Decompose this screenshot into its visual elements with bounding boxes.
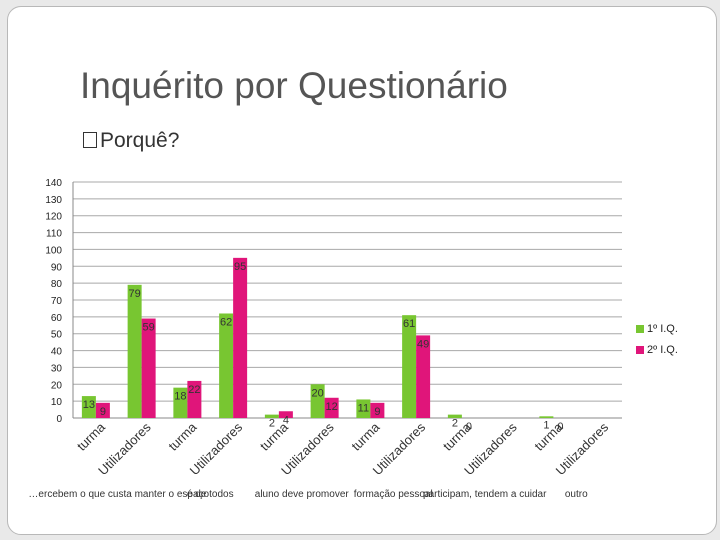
bar-1-1: [127, 284, 142, 418]
legend-swatch-series-1: [636, 324, 644, 333]
legend-swatch-series-2: [636, 345, 644, 354]
x-group-label: participam, tendem a cuidar: [423, 489, 547, 500]
bar-2-7: [416, 335, 431, 418]
data-label-1-10: 1: [543, 419, 549, 431]
y-tick-label: 10: [51, 397, 63, 408]
bar-1-3: [219, 313, 234, 418]
legend-item-series-2: 2º I.Q.: [636, 339, 678, 360]
y-tick-label: 50: [51, 330, 63, 341]
legend-label-series-1: 1º I.Q.: [647, 322, 678, 335]
x-group-label: outro: [565, 489, 588, 500]
x-category-label: turma: [74, 419, 109, 454]
bar-2-0: [95, 402, 110, 418]
chart-legend: 1º I.Q. 2º I.Q.: [636, 318, 678, 360]
y-tick-label: 140: [45, 178, 62, 189]
y-tick-label: 130: [45, 195, 62, 206]
x-group-label: …ercebem o que custa manter o espaço: [28, 489, 209, 500]
y-tick-label: 90: [51, 262, 63, 273]
data-label-2-4: 4: [283, 414, 289, 426]
data-label-2-0: 9: [100, 406, 106, 418]
legend-label-series-2: 2º I.Q.: [647, 343, 678, 356]
slide-title: Inquérito por Questionário: [80, 65, 508, 106]
y-tick-label: 80: [51, 279, 63, 290]
data-label-1-8: 2: [452, 418, 458, 430]
x-category-label: turma: [165, 419, 200, 454]
data-label-2-10: 0: [557, 421, 563, 433]
data-label-2-3: 95: [234, 261, 246, 273]
data-label-1-3: 62: [220, 316, 232, 328]
data-label-2-5: 12: [326, 401, 338, 413]
x-group-label: é de todos: [187, 489, 234, 500]
bar-2-6: [370, 402, 385, 418]
bar-2-4: [278, 411, 293, 418]
bar-2-3: [233, 257, 248, 418]
bullet-text: Porquê?: [100, 129, 180, 152]
bar-1-2: [173, 387, 188, 418]
bullet-item: Porquê?: [83, 129, 179, 153]
x-group-label: aluno deve promover: [255, 489, 350, 500]
bar-2-5: [324, 397, 339, 418]
bar-1-0: [81, 396, 96, 418]
data-label-2-2: 22: [188, 384, 200, 396]
data-label-1-2: 18: [174, 391, 186, 403]
data-label-2-7: 49: [417, 338, 429, 350]
legend-item-series-1: 1º I.Q.: [636, 318, 678, 339]
bar-1-7: [402, 315, 417, 418]
y-tick-label: 100: [45, 245, 62, 256]
bullet-box-icon: [83, 132, 97, 148]
data-label-1-7: 61: [403, 318, 415, 330]
bar-2-1: [141, 318, 156, 418]
bar-1-6: [356, 399, 371, 418]
y-tick-label: 70: [51, 296, 63, 307]
data-label-1-5: 20: [312, 387, 324, 399]
data-label-1-6: 11: [358, 402, 369, 414]
bar-2-2: [187, 380, 202, 418]
x-category-label: turma: [348, 419, 383, 454]
y-tick-label: 40: [51, 347, 63, 358]
data-label-1-1: 79: [129, 288, 141, 300]
data-label-1-0: 13: [83, 399, 95, 411]
y-tick-label: 30: [51, 363, 63, 374]
y-tick-label: 0: [56, 414, 62, 425]
y-tick-label: 20: [51, 380, 63, 391]
y-tick-label: 60: [51, 313, 63, 324]
data-label-2-1: 59: [143, 322, 155, 334]
bar-1-5: [310, 384, 325, 418]
data-label-1-4: 2: [269, 418, 275, 430]
y-tick-label: 110: [46, 229, 62, 240]
data-label-2-6: 9: [374, 406, 380, 418]
bar-1-10: [539, 416, 554, 418]
bar-1-4: [264, 414, 279, 418]
bar-1-8: [447, 414, 462, 418]
y-tick-label: 120: [45, 212, 62, 223]
slide: Inquérito por Questionário Porquê?: [7, 6, 717, 535]
x-group-label: formação pessoal: [354, 489, 433, 500]
data-label-2-8: 0: [466, 421, 472, 433]
